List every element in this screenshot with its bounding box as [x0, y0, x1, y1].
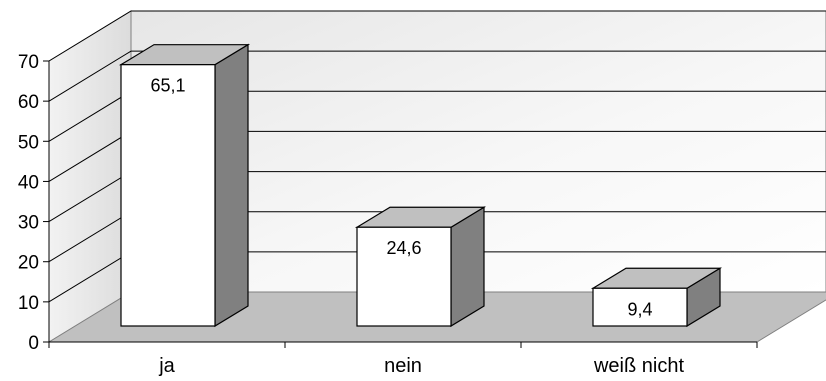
bar-value-label: 65,1 [150, 76, 185, 96]
bar-front [356, 226, 452, 327]
y-tick-label: 60 [18, 92, 39, 113]
bar-front [592, 287, 688, 327]
y-tick-label: 30 [18, 213, 39, 234]
x-category-label: nein [384, 355, 422, 377]
y-axis: 0 10 20 30 40 50 60 70 [18, 52, 50, 354]
bars: 65,1 24,6 9,4 [118, 43, 723, 328]
y-tick-label: 0 [28, 333, 39, 354]
bar: 24,6 [354, 206, 487, 328]
bar: 65,1 [118, 43, 251, 328]
bar-front [120, 64, 216, 327]
y-tick-label: 10 [18, 293, 39, 314]
bar: 9,4 [590, 267, 723, 328]
grid-line [48, 50, 826, 102]
side-wall [48, 10, 132, 343]
y-tick-label: 20 [18, 253, 39, 274]
bar-side [450, 206, 485, 328]
bar-value-label: 24,6 [386, 238, 421, 258]
x-category-label: weiß nicht [593, 355, 684, 377]
grid-line [48, 10, 826, 62]
bar-side [214, 43, 249, 328]
x-category-label: ja [158, 355, 175, 377]
y-tick-label: 50 [18, 132, 39, 153]
bar-value-label: 9,4 [627, 299, 652, 319]
y-tick-label: 40 [18, 172, 39, 193]
y-tick-label: 70 [18, 52, 39, 73]
x-axis: ja nein weiß nicht [48, 341, 758, 377]
